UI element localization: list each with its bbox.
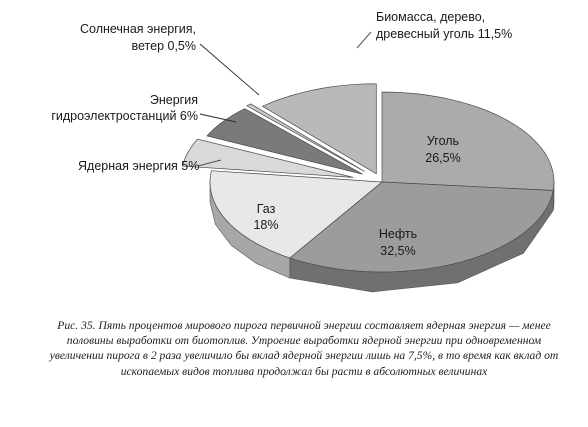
slice-gas [209,170,383,259]
slice-solar [246,103,365,172]
nuclear-leader-line [197,159,222,167]
pie-slices [182,83,555,273]
solar-label-line1: Солнечная энергия, [80,22,196,36]
slice-coal [381,91,555,191]
hydro-leader-line [199,113,237,123]
hydro-label-line2: гидроэлектростанций 6% [51,109,198,123]
figure-caption: Рис. 35. Пять процентов мирового пирога … [49,319,559,378]
biomass-label-line1: Биомасса, дерево, [376,10,485,24]
coal-value: 26,5% [425,151,460,165]
energy-pie-chart: Уголь 26,5% Нефть 32,5% Газ 18% Ядерная … [51,10,555,293]
coal-label: Уголь [427,134,459,148]
oil-value: 32,5% [380,244,415,258]
slice-nuclear [182,138,354,178]
biomass-label-line2: древесный уголь 11,5% [376,27,512,41]
solar-label-line2: ветер 0,5% [132,39,197,53]
gas-value: 18% [253,218,278,232]
slice-oil [289,181,554,273]
slice-hydro [206,108,363,175]
oil-label: Нефть [379,227,417,241]
solar-leader-line [199,43,260,96]
nuclear-label: Ядерная энергия 5% [78,159,199,173]
hydro-label-line1: Энергия [150,93,198,107]
slice-biomass [261,83,377,175]
biomass-leader-line [356,31,372,49]
gas-label: Газ [257,202,276,216]
